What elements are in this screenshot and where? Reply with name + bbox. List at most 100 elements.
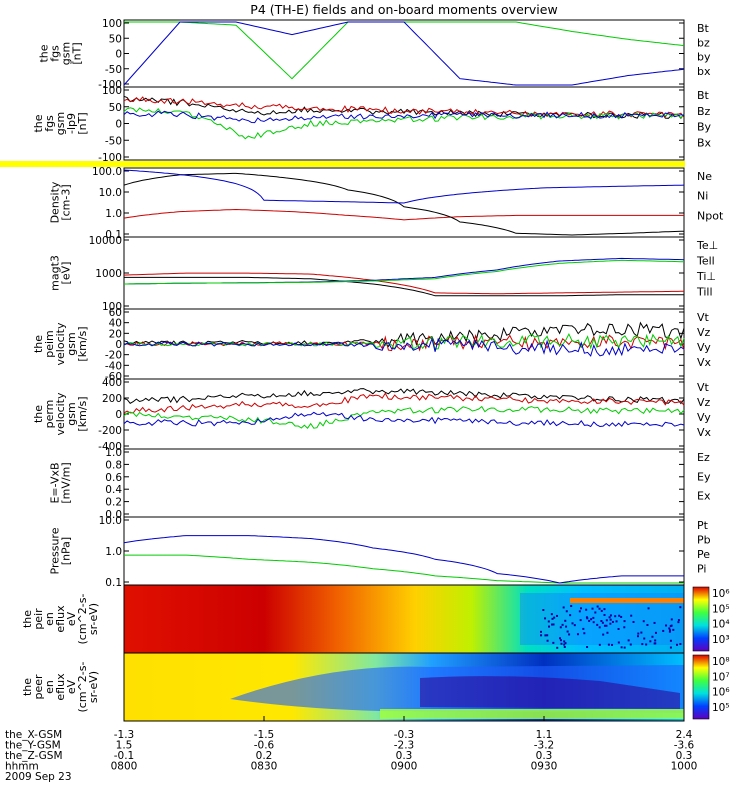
y-tick-label: 0.6 [105, 472, 122, 484]
y-axis-label-line: fgs [43, 115, 56, 132]
heatmap-low-energy-band [380, 709, 684, 719]
y-axis-label-line: eflux [54, 605, 67, 633]
legend-Ni: Ni [697, 190, 708, 203]
y-axis-label-line: the [38, 44, 51, 62]
heatmap-noise [563, 640, 566, 643]
legend-Ex: Ex [697, 490, 711, 503]
heatmap-noise [654, 631, 657, 634]
y-axis-label-line: the [21, 610, 34, 628]
heatmap-noise [552, 623, 555, 626]
panel-density: 100.0 10.0 1.0 0.1 Density[cm-3] Ne Ni Npot [49, 166, 724, 241]
series-trace-Vx [123, 411, 685, 428]
heatmap-noise [679, 643, 682, 646]
legend-Ey: Ey [697, 470, 711, 483]
y-tick-label: -50 [105, 135, 122, 147]
heatmap-noise [641, 643, 644, 646]
heatmap-noise [672, 628, 675, 631]
plot-title: P4 (TH-E) fields and on-board moments ov… [250, 2, 557, 17]
series-trace-Till [124, 259, 684, 285]
y-axis-label-line: the [21, 678, 34, 696]
heatmap-noise [642, 620, 645, 623]
series-trace-Vz [123, 392, 685, 414]
heatmap-noise [585, 616, 588, 619]
legend-Te⊥: Te⊥ [696, 239, 718, 252]
y-axis-label-line: magt3 [49, 255, 62, 291]
y-tick-label: 100 [102, 85, 122, 97]
y-tick-label: 100 [102, 301, 122, 313]
heatmap-noise [592, 621, 595, 624]
footer-row-label: the_Y-GSM [5, 740, 61, 752]
footer-value: 0800 [111, 761, 138, 773]
y-axis-label-line: [eV] [60, 262, 73, 285]
colorbar-tick-label: 10⁸ [712, 656, 730, 668]
heatmap-noise [668, 630, 671, 633]
legend-Pe: Pe [697, 548, 710, 561]
heatmap-noise [669, 629, 672, 632]
series-trace-Bz [123, 96, 685, 118]
heatmap-noise [570, 605, 573, 608]
y-axis-label-line: E=-VxB [49, 462, 62, 503]
heatmap-noise [592, 616, 595, 619]
colorbar-tick-label: 10⁶ [712, 588, 730, 600]
heatmap-noise [654, 639, 657, 642]
heatmap-noise [600, 609, 603, 612]
y-axis-label-line: [km/s] [76, 396, 89, 431]
footer-value: -0.1 [114, 750, 135, 762]
heatmap-noise [553, 616, 556, 619]
legend-Vt: Vt [697, 311, 710, 324]
footer-value: -0.6 [254, 740, 275, 752]
y-tick-label: 0 [115, 119, 122, 131]
heatmap-noise [547, 620, 550, 623]
footer-row-label: the_X-GSM [5, 729, 62, 741]
y-axis-label: magt3[eV] [49, 255, 73, 291]
heatmap-noise [601, 621, 604, 624]
heatmap-noise [603, 613, 606, 616]
footer-value: 2.4 [676, 729, 693, 741]
y-axis-label-line: Pressure [49, 527, 62, 574]
heatmap-noise [670, 624, 673, 627]
footer-value: 0.3 [396, 750, 413, 762]
y-axis-label-line: en [43, 680, 56, 694]
heatmap-noise [653, 621, 656, 624]
y-axis-label-line: [nT] [71, 42, 84, 64]
heatmap-noise [544, 617, 547, 620]
y-axis-label-line: [cm-3] [60, 184, 73, 220]
footer-value: -2.3 [394, 740, 415, 752]
y-tick-label: 0.4 [105, 484, 122, 496]
y-axis-label-line: -lp9 [65, 113, 78, 134]
y-axis-label-line: fgs [49, 45, 62, 62]
y-axis-label-line: [mV/m] [60, 462, 73, 503]
heatmap-noise [630, 614, 633, 617]
y-tick-label: 60 [109, 307, 122, 319]
y-axis-label-line: sr-eV) [87, 671, 100, 703]
heatmap-noise [540, 634, 543, 637]
heatmap-noise [586, 646, 589, 649]
panel-e-field: 1.00.80.60.40.20.0 E=-VxB[mV/m] Ez Ey Ex [49, 447, 711, 521]
series-trace-Vx [123, 337, 685, 357]
heatmap-noise [609, 618, 612, 621]
y-tick-label: 10.0 [99, 187, 122, 199]
panel-temperature: 10000 1000 100 magt3[eV] Te⊥ Tell Ti⊥ Till [49, 235, 719, 313]
heatmap-noise [611, 620, 614, 623]
y-axis-label-line: [nPa] [60, 537, 73, 565]
series-trace-Ni [123, 172, 685, 236]
y-tick-label: -60 [105, 371, 122, 383]
heatmap-noise [548, 625, 551, 628]
heatmap-noise [546, 639, 549, 642]
y-tick-label: -20 [105, 350, 122, 362]
heatmap-noise [556, 646, 559, 649]
y-tick-label: 10000 [89, 235, 122, 247]
y-axis-label-line: gsm [60, 42, 73, 65]
legend-bz: bz [697, 36, 710, 49]
heatmap-noise [623, 620, 626, 623]
heatmap-noise [594, 611, 597, 614]
y-axis-label-line: the [32, 114, 45, 132]
heatmap-noise [540, 630, 542, 633]
y-axis-label-line: velocity [54, 322, 67, 365]
heatmap-noise [636, 635, 639, 638]
heatmap-noise [669, 639, 672, 642]
